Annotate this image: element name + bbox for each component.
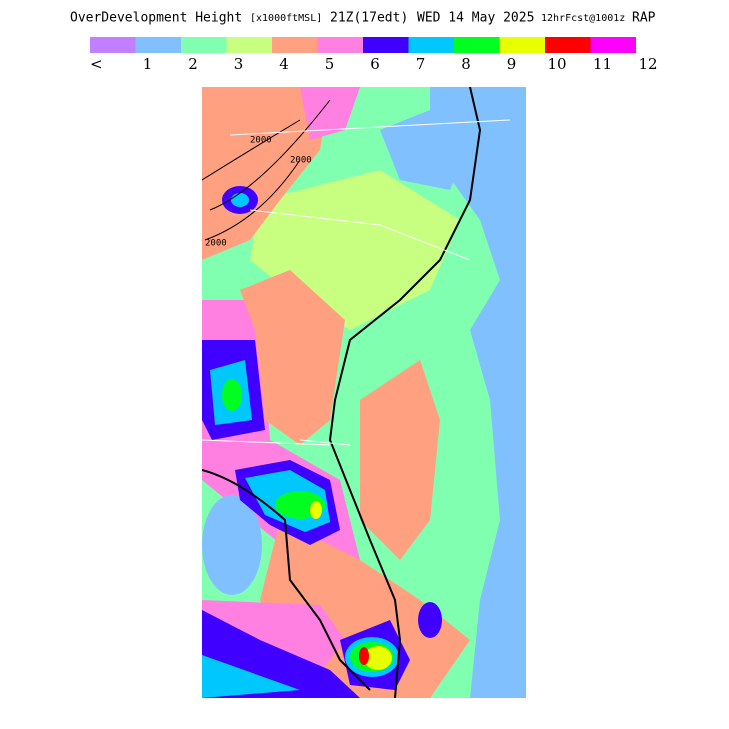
legend-swatch — [90, 37, 136, 53]
region — [310, 501, 322, 519]
map: 2000 2000 2000 — [202, 87, 526, 698]
contour — [202, 99, 331, 241]
legend: <1 2 3 4 5 6 7 8 9 10 11 12 — [90, 37, 658, 73]
region — [360, 360, 440, 560]
legend-swatch — [590, 37, 636, 53]
region — [380, 110, 470, 190]
legend-swatch — [499, 37, 545, 53]
legend-label: 11 — [593, 55, 612, 73]
legend-swatch — [317, 37, 363, 53]
legend-label: 5 — [325, 55, 335, 73]
state-border — [202, 119, 511, 446]
region — [430, 87, 526, 698]
legend-label: 7 — [416, 55, 426, 73]
forecast: 12hrFcst@1001z — [541, 13, 625, 24]
legend-swatch — [545, 37, 591, 53]
coastline — [328, 87, 482, 698]
legend-label: 9 — [507, 55, 517, 73]
region — [202, 655, 300, 698]
region — [202, 495, 262, 595]
legend-label: 12 — [638, 55, 657, 73]
title: OverDevelopment Height — [70, 11, 242, 26]
legend-swatch — [226, 37, 272, 53]
contour-label: 2000 — [250, 136, 272, 146]
legend-label: 8 — [461, 55, 471, 73]
legend-label: 4 — [279, 55, 289, 73]
legend-label: 2 — [188, 55, 198, 73]
region — [418, 602, 442, 638]
legend-label: < — [90, 55, 103, 73]
region — [300, 87, 360, 140]
region — [202, 87, 330, 260]
date: WED 14 May 2025 — [417, 11, 534, 26]
legend-swatch — [408, 37, 454, 53]
header: OverDevelopment Height [x1000ftMSL] 21Z(… — [70, 11, 656, 26]
valid-time: 21Z(17edt) — [330, 11, 408, 26]
legend-swatch — [181, 37, 227, 53]
legend-label: 6 — [370, 55, 380, 73]
contour-label: 2000 — [290, 156, 312, 166]
units: [x1000ftMSL] — [250, 13, 322, 24]
legend-swatch — [272, 37, 318, 53]
legend-label: 3 — [234, 55, 244, 73]
contour-label: 2000 — [205, 239, 227, 249]
legend-swatch — [363, 37, 409, 53]
model: RAP — [632, 11, 656, 26]
region — [222, 379, 242, 411]
legend-label: 1 — [143, 55, 153, 73]
legend-swatch — [135, 37, 181, 53]
region — [231, 193, 249, 207]
region — [240, 270, 345, 445]
region — [364, 646, 392, 670]
coastline — [202, 469, 371, 691]
legend-label: 10 — [547, 55, 566, 73]
legend-swatch — [454, 37, 500, 53]
region — [359, 647, 369, 665]
